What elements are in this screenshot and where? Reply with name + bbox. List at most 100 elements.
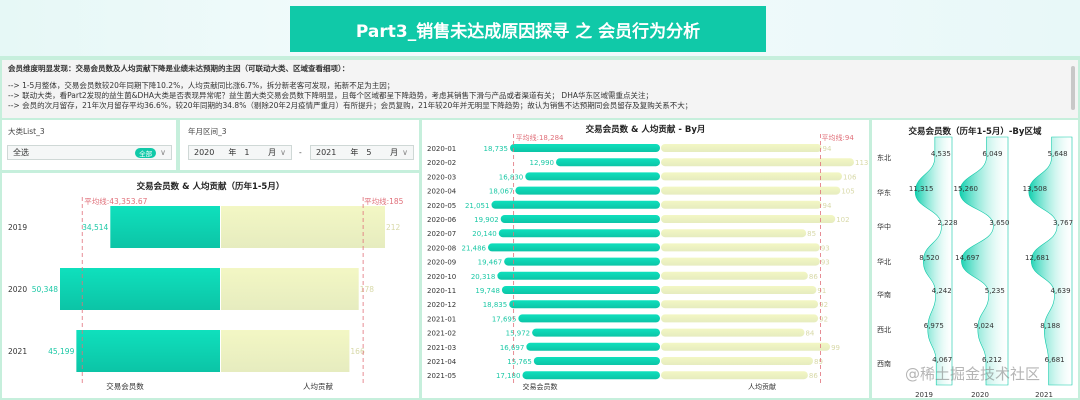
per-capita-label: 113 (855, 159, 868, 167)
avg-label-per-capita: 平均线:185 (364, 196, 404, 206)
category-label: 2020-09 (427, 259, 456, 267)
region-value-label: 6,975 (924, 322, 944, 330)
member-count-label: 19,467 (478, 259, 503, 267)
region-value-label: 14,697 (955, 254, 980, 262)
per-capita-label: 178 (360, 285, 375, 294)
chevron-down-icon: ∨ (402, 148, 408, 157)
region-value-label: 6,681 (1045, 356, 1065, 364)
region-value-label: 11,315 (909, 185, 934, 193)
per-capita-label: 166 (350, 347, 365, 356)
category-label: 2020-02 (427, 159, 456, 167)
member-count-bar (510, 144, 660, 152)
region-value-label: 6,049 (982, 150, 1002, 158)
category-label: 2020-06 (427, 216, 457, 224)
category-filter-label: 大类List_3 (8, 127, 45, 136)
region-value-label: 2,228 (938, 219, 958, 227)
per-capita-label: 91 (817, 287, 826, 295)
region-wave-2021 (1028, 136, 1073, 386)
end-month: 5 (366, 148, 372, 157)
member-count-bar (515, 186, 660, 195)
member-count-label: 20,140 (472, 230, 497, 238)
per-capita-bar (661, 186, 841, 195)
category-label: 2021-03 (427, 344, 456, 352)
member-count-label: 15,765 (507, 358, 532, 366)
member-count-bar (526, 342, 660, 351)
avg-label-per-capita: 平均线:94 (822, 133, 855, 142)
year-unit: 年 (350, 148, 359, 157)
member-count-label: 21,051 (465, 202, 490, 210)
category-label: 2021-01 (427, 315, 456, 323)
per-capita-bar (661, 342, 831, 351)
category-label: 2020-08 (427, 244, 456, 252)
category-select[interactable]: 全选 全部 ∨ (7, 145, 172, 160)
per-capita-label: 102 (836, 216, 849, 224)
per-capita-bar (661, 286, 817, 294)
category-label: 2021-04 (427, 358, 457, 366)
region-value-label: 3,650 (989, 219, 1009, 227)
per-capita-bar (661, 158, 854, 167)
member-count-label: 45,199 (48, 347, 74, 356)
per-capita-bar (661, 314, 819, 323)
region-value-label: 15,260 (953, 185, 978, 193)
per-capita-bar (661, 172, 843, 181)
member-count-label: 15,972 (506, 330, 531, 338)
category-label: 2020-01 (427, 145, 456, 153)
per-capita-bar (221, 268, 359, 310)
member-count-bar (497, 271, 660, 280)
member-count-label: 17,695 (492, 315, 517, 323)
category-label: 2021-05 (427, 372, 456, 380)
member-count-label: 18,835 (483, 301, 508, 309)
region-value-label: 4,242 (932, 287, 952, 295)
category-label: 2020 (8, 285, 27, 294)
member-count-label: 19,748 (475, 287, 500, 295)
year-axis-label: 2021 (1035, 391, 1053, 399)
finding-line: --> 联动大类，看Part2发现的益生菌&DHA大类是否表现异常呢？益生菌大类… (8, 91, 653, 100)
category-label: 2020-11 (427, 287, 456, 295)
region-label: 东北 (877, 153, 891, 162)
range-separator: - (299, 148, 302, 157)
per-capita-bar (661, 200, 822, 209)
region-label: 西北 (877, 326, 891, 334)
per-capita-label: 99 (831, 344, 840, 352)
per-capita-bar (661, 243, 820, 252)
per-capita-label: 212 (386, 223, 401, 232)
per-capita-bar (661, 144, 822, 152)
region-label: 西南 (877, 359, 891, 368)
category-label: 2020-03 (427, 173, 456, 181)
axis-label-per-capita: 人均贡献 (748, 382, 776, 391)
per-capita-bar (661, 257, 820, 266)
member-count-bar (509, 300, 660, 309)
member-count-label: 12,990 (530, 159, 555, 167)
category-label: 2020-12 (427, 301, 456, 309)
chevron-down-icon: ∨ (280, 148, 286, 157)
region-label: 华东 (877, 188, 891, 197)
year-unit: 年 (228, 148, 237, 157)
finding-line: --> 会员的次月留存，21年次月留存平均36.6%，较20年同期的34.8%（… (8, 101, 693, 110)
avg-label-member: 平均线:18,284 (516, 133, 564, 142)
category-label: 2020-07 (427, 230, 456, 238)
avg-label-member: 平均线:43,353.67 (84, 196, 147, 206)
region-value-label: 5,235 (985, 287, 1005, 295)
start-month: 1 (244, 148, 250, 157)
start-year: 2020 (194, 148, 215, 157)
region-value-label: 4,067 (932, 356, 952, 364)
date-range-label: 年月区间_3 (188, 127, 227, 136)
per-capita-label: 106 (843, 173, 857, 181)
findings-textbox: 会员维度明显发现：交易会员数及人均贡献下降是业绩未达预期的主因（可联动大类、区域… (2, 60, 1078, 118)
member-count-label: 16,697 (500, 344, 525, 352)
category-filter-panel: 大类List_3 全选 全部 ∨ (2, 120, 176, 170)
region-wave-2020 (959, 136, 1009, 386)
region-value-label: 3,767 (1053, 219, 1073, 227)
end-month-select[interactable]: 2021 年 5 月 ∨ (310, 145, 414, 160)
member-count-bar (533, 357, 660, 365)
start-month-select[interactable]: 2020 年 1 月 ∨ (188, 145, 292, 160)
findings-heading: 会员维度明显发现：交易会员数及人均贡献下降是业绩未达预期的主因（可联动大类、区域… (8, 64, 350, 73)
month-unit: 月 (390, 148, 399, 157)
per-capita-bar (661, 328, 805, 337)
category-label: 2021-02 (427, 330, 456, 338)
scrollbar[interactable] (1071, 66, 1075, 110)
region-value-label: 4,639 (1051, 287, 1071, 295)
category-label: 2021 (8, 347, 27, 356)
member-count-bar (498, 229, 660, 238)
year-axis-label: 2020 (971, 391, 989, 399)
